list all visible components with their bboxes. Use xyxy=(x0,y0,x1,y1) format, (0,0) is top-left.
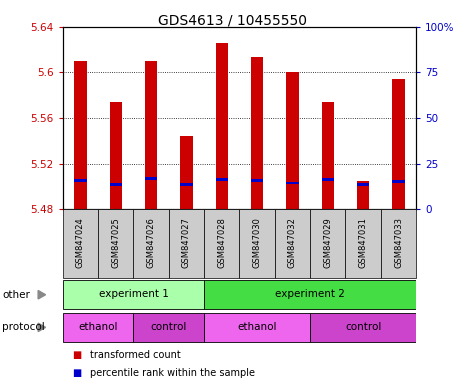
Text: control: control xyxy=(151,322,187,332)
Bar xyxy=(216,178,228,181)
Bar xyxy=(357,181,369,209)
Bar xyxy=(322,102,334,209)
Bar xyxy=(204,313,310,342)
Text: ■: ■ xyxy=(72,368,81,378)
Bar xyxy=(63,313,133,342)
Bar xyxy=(145,61,157,209)
Text: GSM847031: GSM847031 xyxy=(359,217,368,268)
Text: ethanol: ethanol xyxy=(79,322,118,332)
Bar xyxy=(239,209,275,278)
Text: control: control xyxy=(345,322,381,332)
Bar xyxy=(345,209,381,278)
Text: transformed count: transformed count xyxy=(90,350,180,360)
Bar xyxy=(392,79,405,209)
Bar xyxy=(251,179,263,182)
Bar xyxy=(110,102,122,209)
Text: GSM847029: GSM847029 xyxy=(323,217,332,268)
Bar xyxy=(74,61,86,209)
Text: GSM847025: GSM847025 xyxy=(111,217,120,268)
Bar xyxy=(180,136,193,209)
Bar xyxy=(110,183,122,185)
Bar xyxy=(74,179,86,182)
Text: ethanol: ethanol xyxy=(238,322,277,332)
Text: GSM847024: GSM847024 xyxy=(76,217,85,268)
Text: experiment 2: experiment 2 xyxy=(275,289,345,299)
Text: GSM847027: GSM847027 xyxy=(182,217,191,268)
Bar xyxy=(133,313,204,342)
Text: other: other xyxy=(2,290,30,300)
Text: GSM847028: GSM847028 xyxy=(217,217,226,268)
Bar xyxy=(133,209,169,278)
Text: experiment 1: experiment 1 xyxy=(99,289,168,299)
Text: ■: ■ xyxy=(72,350,81,360)
Text: GSM847033: GSM847033 xyxy=(394,217,403,268)
Bar xyxy=(169,209,204,278)
Bar xyxy=(63,280,204,310)
Bar xyxy=(63,209,98,278)
Bar xyxy=(286,73,299,209)
Bar xyxy=(392,180,405,183)
Bar xyxy=(98,209,133,278)
Bar xyxy=(216,43,228,209)
Text: GSM847030: GSM847030 xyxy=(252,217,262,268)
Bar xyxy=(286,182,299,184)
Text: percentile rank within the sample: percentile rank within the sample xyxy=(90,368,255,378)
Text: GSM847032: GSM847032 xyxy=(288,217,297,268)
Text: GDS4613 / 10455550: GDS4613 / 10455550 xyxy=(158,13,307,27)
Bar xyxy=(275,209,310,278)
Bar xyxy=(381,209,416,278)
Text: protocol: protocol xyxy=(2,322,45,333)
Text: GSM847026: GSM847026 xyxy=(146,217,156,268)
Bar xyxy=(310,313,416,342)
Bar xyxy=(310,209,345,278)
Bar xyxy=(251,56,263,209)
Bar xyxy=(204,280,416,310)
Bar xyxy=(180,183,193,185)
Bar xyxy=(145,177,157,180)
Bar xyxy=(204,209,239,278)
Bar xyxy=(322,178,334,181)
Bar xyxy=(357,183,369,185)
